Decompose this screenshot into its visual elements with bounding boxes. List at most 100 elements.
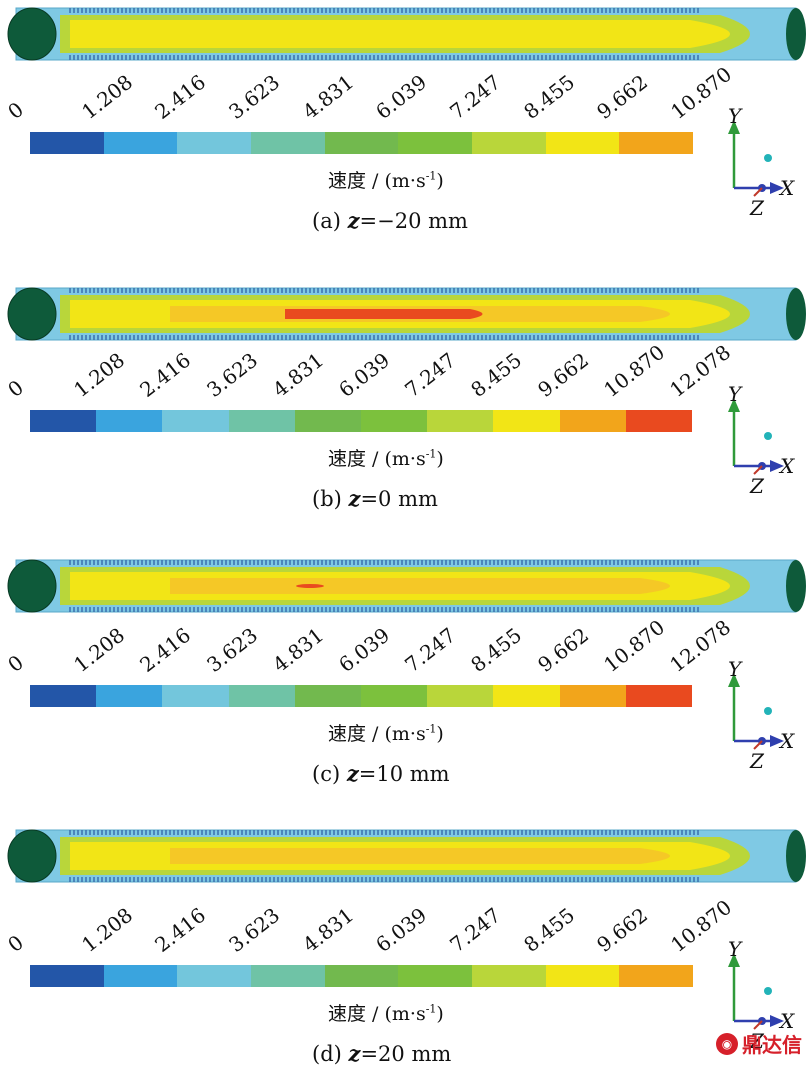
colorbar-segment <box>251 965 325 987</box>
colorbar-segment <box>30 685 97 707</box>
colorbar-segment <box>398 965 473 987</box>
colorbar <box>30 132 694 154</box>
panel-a: 0 1.208 2.416 3.623 4.831 6.039 7.247 8.455 9.66… <box>0 0 810 262</box>
colorbar-segment <box>177 132 252 154</box>
colorbar-segment <box>103 965 178 987</box>
colorbar-tick-label: 2.416 <box>135 347 196 402</box>
axis-z-label: Z <box>750 1029 764 1053</box>
colorbar-tick-label: 0 <box>3 650 29 677</box>
colorbar-segment <box>398 132 473 154</box>
axis-y-label: Y <box>728 104 742 128</box>
colorbar-tick-label: 3.623 <box>224 902 285 957</box>
colorbar-tick-label: 4.831 <box>297 902 358 957</box>
colorbar-tick-label: 9.662 <box>592 902 653 957</box>
axis-x-label: X <box>780 176 795 200</box>
colorbar-tick-label: 8.455 <box>466 347 527 402</box>
panel-caption: (a) z=−20 mm <box>312 208 468 233</box>
colorbar-segment <box>30 132 104 154</box>
colorbar-segment <box>427 410 494 432</box>
colorbar-unit-label: 速度 / (m·s-1) <box>328 447 444 470</box>
axis-y-label: Y <box>728 382 742 406</box>
watermark: ◉ 鼎达信 <box>716 1029 802 1058</box>
axis-z-label: Z <box>750 196 764 220</box>
colorbar-tick-label: 4.831 <box>268 347 328 402</box>
colorbar-tick-label: 0 <box>3 97 29 124</box>
colorbar-segment <box>619 132 694 154</box>
colorbar-segment <box>228 410 295 432</box>
colorbar-segment <box>545 965 620 987</box>
axis-y-label: Y <box>728 937 742 961</box>
colorbar-tick-label: 2.416 <box>135 622 196 677</box>
colorbar-tick-label: 10.870 <box>599 340 669 402</box>
colorbar <box>30 965 694 987</box>
axis-y-label: Y <box>728 657 742 681</box>
colorbar-segment <box>472 132 546 154</box>
colorbar-tick-label: 2.416 <box>150 902 211 957</box>
colorbar-tick-label: 9.662 <box>532 347 593 402</box>
colorbar-segment <box>96 685 163 707</box>
colorbar <box>30 685 693 707</box>
pipe-velocity-contour <box>7 559 806 613</box>
colorbar-tick-label: 1.208 <box>76 902 137 957</box>
colorbar-tick-label: 0 <box>3 930 29 957</box>
colorbar-tick-label: 6.039 <box>334 347 395 402</box>
colorbar-segment <box>361 410 428 432</box>
colorbar-tick-label: 7.247 <box>400 622 461 677</box>
panel-caption: (c) z=10 mm <box>312 761 450 786</box>
coordinate-axes-icon <box>728 953 784 1030</box>
colorbar-segment <box>625 685 693 707</box>
colorbar-segment <box>493 410 560 432</box>
axis-x-label: X <box>780 729 795 753</box>
colorbar-segment <box>162 685 229 707</box>
colorbar-segment <box>294 410 362 432</box>
watermark-text: 鼎达信 <box>742 1033 802 1057</box>
axis-z-label: Z <box>750 474 764 498</box>
colorbar-segment <box>294 685 362 707</box>
colorbar-segment <box>493 685 560 707</box>
colorbar-segment <box>559 410 626 432</box>
colorbar-tick-label: 9.662 <box>532 622 593 677</box>
colorbar-segment <box>30 965 104 987</box>
coordinate-axes-icon <box>728 120 784 197</box>
pipe-velocity-contour <box>7 829 806 883</box>
colorbar-segment <box>472 965 546 987</box>
colorbar-segment <box>177 965 252 987</box>
colorbar-segment <box>162 410 229 432</box>
pipe-velocity-contour <box>7 7 806 61</box>
colorbar-tick-label: 8.455 <box>518 902 579 957</box>
colorbar-segment <box>559 685 626 707</box>
colorbar-tick-label: 6.039 <box>334 622 395 677</box>
colorbar-segment <box>251 132 325 154</box>
colorbar-tick-label: 1.208 <box>69 622 130 677</box>
panel-caption: (b) z=0 mm <box>312 486 438 511</box>
colorbar-tick-label: 3.623 <box>201 347 262 402</box>
colorbar-segment <box>619 965 694 987</box>
colorbar-segment <box>545 132 620 154</box>
panel-caption: (d) z=20 mm <box>312 1041 452 1066</box>
colorbar-segment <box>427 685 494 707</box>
panel-d: 0 1.208 2.416 3.623 4.831 6.039 7.247 8.455 9.66… <box>0 810 810 1072</box>
axis-x-label: X <box>780 454 795 478</box>
colorbar-segment <box>30 410 97 432</box>
panel-b: 0 1.208 2.416 3.623 4.831 6.039 7.247 8.455 9.66… <box>0 268 810 530</box>
colorbar-unit-label: 速度 / (m·s-1) <box>328 722 444 745</box>
colorbar-tick-label: 3.623 <box>201 622 262 677</box>
colorbar-segment <box>625 410 693 432</box>
colorbar-unit-label: 速度 / (m·s-1) <box>328 169 444 192</box>
colorbar-segment <box>324 132 399 154</box>
axis-z-label: Z <box>750 749 764 773</box>
colorbar-segment <box>324 965 399 987</box>
colorbar-tick-label: 4.831 <box>268 622 328 677</box>
colorbar-tick-label: 8.455 <box>466 622 527 677</box>
colorbar-tick-label: 10.870 <box>599 615 669 677</box>
colorbar-segment <box>103 132 178 154</box>
panel-c: 0 1.208 2.416 3.623 4.831 6.039 7.247 8.455 9.66… <box>0 540 810 802</box>
colorbar-tick-label: 7.247 <box>400 347 461 402</box>
colorbar <box>30 410 693 432</box>
watermark-logo-icon: ◉ <box>716 1032 738 1055</box>
colorbar-tick-label: 0 <box>3 375 29 402</box>
coordinate-axes-icon <box>728 398 784 475</box>
colorbar-tick-label: 7.247 <box>445 902 506 957</box>
coordinate-axes-icon <box>728 673 784 750</box>
colorbar-tick-label: 1.208 <box>69 347 130 402</box>
